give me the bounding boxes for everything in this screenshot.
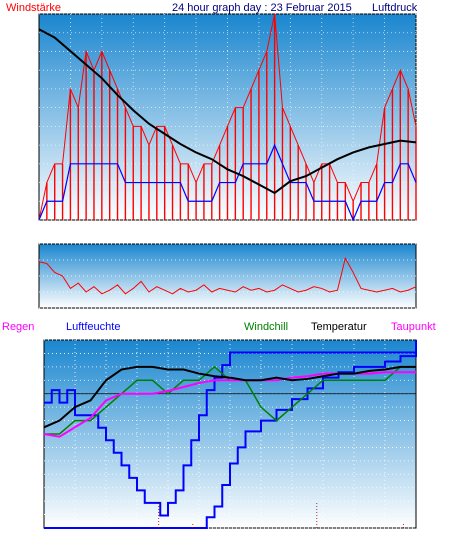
temperature-label: Temperatur (311, 321, 367, 333)
rain-line (44, 340, 417, 529)
rain-label: Regen (2, 321, 34, 333)
wind-average-line (38, 143, 417, 222)
wind-direction-grid (39, 243, 416, 309)
wind-direction-series (38, 256, 417, 295)
wind-strength-label: Windstärke (6, 2, 61, 14)
wind-gust-line (38, 13, 417, 221)
pressure-line (38, 28, 417, 195)
humidity-temperature-grid (44, 339, 416, 529)
windchill-label: Windchill (244, 321, 288, 333)
pressure-label: Luftdruck (372, 2, 418, 14)
humidity-label: Luftfeuchte (66, 321, 120, 333)
graph-title: 24 hour graph day : 23 Februar 2015 (172, 2, 352, 14)
wind-pressure-series (38, 13, 417, 222)
wind-direction-line (38, 256, 417, 295)
dewpoint-label: Taupunkt (391, 321, 436, 333)
humidity-temperature-series (43, 340, 417, 529)
humidity-line (44, 340, 417, 517)
sun-moon-annotations (158, 503, 405, 528)
temperature-line (43, 365, 416, 429)
